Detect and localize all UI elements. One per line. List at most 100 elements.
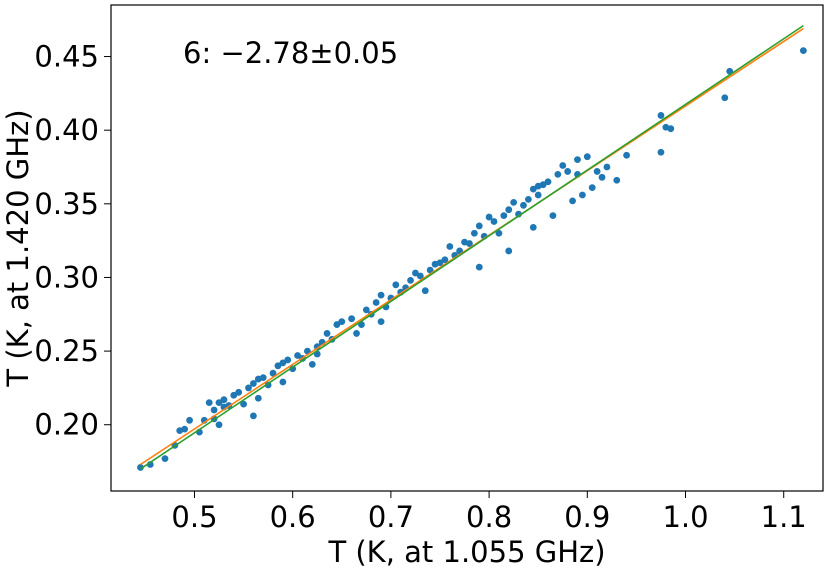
x-tick-label: 0.8 bbox=[466, 500, 512, 534]
data-point bbox=[490, 218, 498, 225]
data-point bbox=[441, 256, 449, 264]
y-axis: 0.20 0.25 0.30 0.35 0.40 0.45 bbox=[34, 40, 111, 442]
data-point bbox=[524, 196, 532, 203]
data-point bbox=[505, 247, 513, 255]
data-point bbox=[426, 266, 434, 274]
data-point bbox=[245, 384, 252, 392]
data-point bbox=[583, 153, 591, 161]
data-point bbox=[348, 315, 356, 323]
data-point bbox=[137, 464, 144, 471]
y-tick-label: 0.40 bbox=[34, 113, 99, 147]
x-tick-label: 1.1 bbox=[761, 500, 807, 534]
data-point bbox=[539, 181, 547, 189]
data-point bbox=[495, 229, 503, 237]
data-point bbox=[534, 191, 542, 199]
data-point bbox=[269, 369, 277, 377]
data-point bbox=[279, 359, 287, 367]
fit-line bbox=[140, 24, 804, 470]
data-point bbox=[362, 306, 370, 314]
data-point bbox=[416, 272, 424, 280]
data-point bbox=[549, 212, 557, 220]
data-point bbox=[657, 148, 665, 156]
data-point bbox=[250, 412, 257, 420]
data-point bbox=[574, 156, 581, 164]
plot-frame bbox=[110, 4, 824, 492]
data-point bbox=[235, 388, 243, 396]
data-point bbox=[564, 168, 572, 175]
x-axis-label: T (K, at 1.055 GHz) bbox=[327, 535, 605, 569]
plot-area bbox=[137, 24, 807, 471]
data-point bbox=[510, 198, 518, 206]
data-point bbox=[186, 416, 193, 424]
data-point bbox=[250, 380, 257, 387]
y-tick-label: 0.30 bbox=[34, 260, 99, 294]
data-point bbox=[436, 259, 444, 267]
data-point bbox=[407, 277, 414, 284]
data-point bbox=[505, 206, 513, 214]
data-point bbox=[529, 223, 537, 231]
data-point bbox=[578, 191, 586, 199]
data-point bbox=[181, 425, 189, 433]
data-point bbox=[323, 330, 331, 337]
x-axis: 0.5 0.6 0.7 0.8 0.9 1.0 1.1 bbox=[171, 491, 807, 534]
data-point bbox=[308, 360, 316, 368]
data-point bbox=[470, 229, 478, 237]
data-point bbox=[372, 299, 380, 306]
data-point bbox=[353, 330, 360, 337]
data-point bbox=[466, 240, 473, 247]
data-point bbox=[279, 378, 287, 386]
data-point bbox=[215, 421, 223, 429]
data-point bbox=[569, 197, 576, 205]
data-point bbox=[613, 176, 621, 184]
y-axis-label: T (K, at 1.420 GHz) bbox=[1, 109, 35, 387]
x-tick-label: 0.5 bbox=[171, 500, 217, 534]
data-point bbox=[313, 343, 321, 351]
data-point bbox=[205, 399, 213, 407]
data-point bbox=[215, 399, 223, 407]
data-point bbox=[500, 212, 508, 220]
data-point bbox=[161, 455, 169, 462]
x-tick-label: 1.0 bbox=[662, 500, 708, 534]
y-tick-label: 0.35 bbox=[34, 187, 99, 221]
data-point bbox=[259, 374, 267, 381]
data-point bbox=[544, 178, 552, 186]
data-point bbox=[421, 287, 429, 295]
slope-annotation: 6: −2.78±0.05 bbox=[183, 36, 398, 70]
data-point bbox=[559, 162, 567, 169]
y-tick-label: 0.25 bbox=[34, 334, 99, 368]
data-point bbox=[377, 318, 385, 326]
data-point bbox=[446, 243, 454, 250]
data-point bbox=[220, 396, 228, 404]
data-point bbox=[593, 168, 601, 175]
data-point bbox=[721, 94, 729, 102]
data-point bbox=[274, 362, 282, 370]
data-point bbox=[657, 112, 665, 119]
data-point bbox=[623, 151, 630, 159]
data-point bbox=[294, 352, 301, 359]
data-point bbox=[392, 281, 400, 289]
data-point bbox=[240, 400, 247, 408]
data-point bbox=[412, 269, 419, 277]
data-point bbox=[475, 222, 483, 230]
x-tick-label: 0.7 bbox=[368, 500, 414, 534]
data-point bbox=[667, 125, 675, 133]
x-tick-label: 0.6 bbox=[270, 500, 316, 534]
data-point bbox=[554, 170, 562, 178]
data-point bbox=[598, 173, 606, 181]
data-point bbox=[284, 356, 292, 364]
y-tick-label: 0.20 bbox=[34, 408, 99, 442]
data-point bbox=[588, 184, 596, 192]
data-point bbox=[230, 391, 238, 399]
data-point bbox=[799, 47, 807, 55]
data-point bbox=[485, 213, 493, 221]
x-tick-label: 0.9 bbox=[564, 500, 610, 534]
y-tick-label: 0.45 bbox=[34, 40, 99, 74]
data-point bbox=[333, 321, 341, 328]
data-point bbox=[254, 394, 262, 402]
data-point bbox=[338, 318, 346, 326]
data-point bbox=[520, 201, 527, 209]
data-point bbox=[603, 163, 611, 171]
data-point bbox=[529, 185, 537, 193]
data-point bbox=[289, 365, 297, 373]
